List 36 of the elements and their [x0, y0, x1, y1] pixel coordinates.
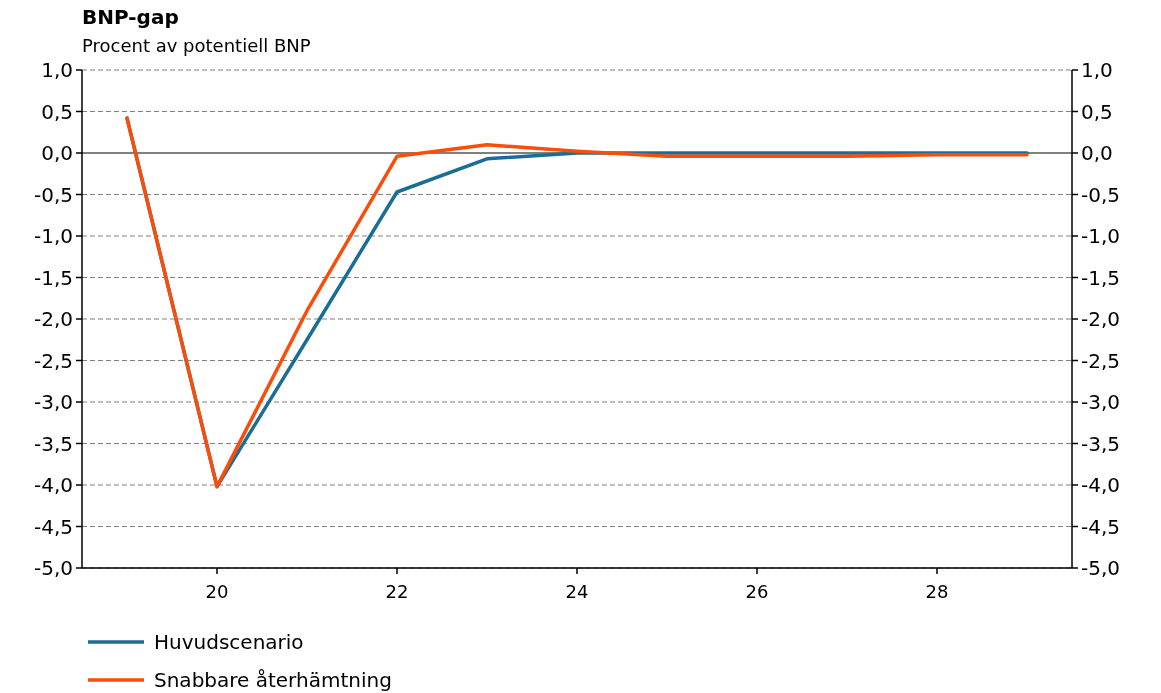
x-tick-label: 20	[205, 581, 229, 602]
y2-tick-label: -1,5	[1081, 265, 1121, 290]
line-series	[125, 116, 1029, 489]
y-tick-label: -3,5	[33, 431, 73, 456]
y2-tick-label: 1,0	[1081, 58, 1113, 82]
x-tick-label: 26	[745, 581, 769, 602]
x-tick-label: 24	[565, 581, 589, 602]
y2-tick-label: 0,0	[1081, 141, 1113, 165]
y-tick-label: -2,5	[33, 348, 73, 373]
legend-label: Huvudscenario	[154, 630, 304, 654]
y2-tick-label: -4,0	[1081, 473, 1121, 497]
x-tick-label: 22	[385, 581, 409, 602]
y2-tick-label: -3,0	[1081, 390, 1121, 414]
y-tick-label: 0,5	[41, 99, 73, 124]
y2-tick-label: -1,0	[1081, 224, 1121, 248]
y-tick-label: -1,5	[33, 265, 73, 290]
y-tick-label: -4,0	[33, 473, 73, 497]
y-tick-label: -0,5	[33, 182, 73, 207]
y-tick-label: -2,0	[33, 307, 73, 331]
y2-tick-label: -2,0	[1081, 307, 1121, 331]
x-tick-label: 28	[925, 581, 949, 602]
y-tick-label: 1,0	[41, 58, 73, 82]
y-tick-label: 0,0	[41, 141, 73, 165]
y2-tick-label: -0,5	[1081, 182, 1121, 207]
y-tick-label: -1,0	[33, 224, 73, 248]
chart-title: BNP-gap	[82, 5, 179, 29]
y2-tick-label: 0,5	[1081, 99, 1113, 124]
y-tick-label: -5,0	[33, 556, 73, 580]
y2-tick-label: -2,5	[1081, 348, 1121, 373]
y-tick-label: -4,5	[33, 514, 73, 539]
y2-tick-label: -3,5	[1081, 431, 1121, 456]
y2-tick-label: -5,0	[1081, 556, 1121, 580]
y-tick-label: -3,0	[33, 390, 73, 414]
legend-label: Snabbare återhämtning	[154, 668, 392, 692]
y2-tick-label: -4,5	[1081, 514, 1121, 539]
chart-subtitle: Procent av potentiell BNP	[82, 35, 311, 56]
